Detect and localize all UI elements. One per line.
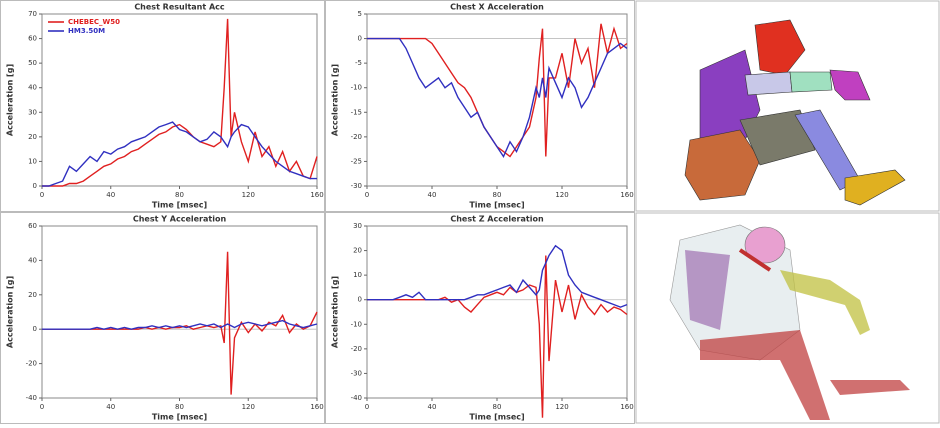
y-tick-label: 0 bbox=[33, 182, 37, 190]
series-line bbox=[42, 319, 318, 330]
y-tick-label: 0 bbox=[358, 35, 362, 43]
x-tick-label: 80 bbox=[493, 191, 502, 199]
x-tick-label: 120 bbox=[242, 191, 255, 199]
y-tick-label: 60 bbox=[28, 35, 37, 43]
x-axis-label: Time [msec] bbox=[152, 413, 207, 422]
x-tick-label: 0 bbox=[40, 403, 44, 411]
x-tick-label: 160 bbox=[310, 191, 323, 199]
y-tick-label: 10 bbox=[28, 157, 37, 165]
x-tick-label: 160 bbox=[620, 191, 633, 199]
plot-area bbox=[41, 13, 318, 187]
chart-panel: Chest Y Acceleration -40 -20 0 20 40 60 0 40 80 12… bbox=[0, 212, 325, 424]
x-tick-label: 160 bbox=[310, 403, 323, 411]
y-axis-label: Acceleration [g] bbox=[6, 64, 15, 136]
x-tick-label: 0 bbox=[365, 403, 369, 411]
y-tick-label: -20 bbox=[26, 360, 37, 368]
y-axis-label: Acceleration [g] bbox=[6, 276, 15, 348]
series-line bbox=[367, 244, 628, 308]
x-tick-label: 40 bbox=[428, 403, 437, 411]
y-axis-label: Acceleration [g] bbox=[331, 64, 340, 136]
x-tick-label: 80 bbox=[493, 403, 502, 411]
y-tick-label: 10 bbox=[353, 271, 362, 279]
series-line bbox=[367, 37, 628, 158]
x-tick-label: 0 bbox=[365, 191, 369, 199]
chart-panel: Chest Resultant Acc 0 10 20 30 40 50 60 70 0 40 80 1… bbox=[0, 0, 325, 212]
x-tick-label: 40 bbox=[428, 191, 437, 199]
chart-title: Chest X Acceleration bbox=[450, 3, 544, 12]
y-tick-label: 0 bbox=[358, 296, 362, 304]
chart-title: Chest Resultant Acc bbox=[134, 3, 225, 12]
series-line bbox=[367, 23, 628, 158]
legend-label: CHEBEC_W50 bbox=[68, 18, 120, 26]
series-line bbox=[42, 121, 317, 187]
y-tick-label: -20 bbox=[351, 345, 362, 353]
series-line bbox=[42, 18, 318, 187]
chart-title: Chest Z Acceleration bbox=[450, 215, 544, 224]
y-tick-label: 0 bbox=[33, 325, 37, 333]
x-tick-label: 120 bbox=[242, 403, 255, 411]
x-tick-label: 80 bbox=[175, 403, 184, 411]
y-tick-label: 30 bbox=[353, 222, 362, 230]
plot-area bbox=[41, 225, 318, 399]
x-axis-label: Time [msec] bbox=[469, 413, 524, 422]
x-tick-label: 40 bbox=[106, 191, 115, 199]
x-tick-label: 0 bbox=[40, 191, 44, 199]
x-tick-label: 120 bbox=[555, 403, 568, 411]
plot-area bbox=[366, 13, 628, 187]
x-axis-label: Time [msec] bbox=[469, 201, 524, 210]
y-tick-label: -30 bbox=[351, 182, 362, 190]
plot-area bbox=[366, 225, 628, 399]
y-tick-label: -10 bbox=[351, 320, 362, 328]
y-tick-label: -5 bbox=[355, 59, 362, 67]
x-tick-label: 80 bbox=[175, 191, 184, 199]
series-line bbox=[367, 255, 628, 418]
y-tick-label: 5 bbox=[358, 10, 362, 18]
chart-panel: Chest X Acceleration -30 -25 -20 -15 -10 -5 0 5 0… bbox=[325, 0, 635, 212]
x-tick-label: 120 bbox=[555, 191, 568, 199]
y-tick-label: 20 bbox=[28, 133, 37, 141]
y-tick-label: 70 bbox=[28, 10, 37, 18]
dummy-bottom-image bbox=[635, 212, 940, 424]
chart-panel: Chest Z Acceleration -40 -30 -20 -10 0 10 20 30 0… bbox=[325, 212, 635, 424]
chart-title: Chest Y Acceleration bbox=[133, 215, 227, 224]
y-tick-label: 20 bbox=[28, 291, 37, 299]
y-tick-label: 60 bbox=[28, 222, 37, 230]
y-tick-label: -15 bbox=[351, 108, 362, 116]
y-tick-label: 40 bbox=[28, 256, 37, 264]
x-tick-label: 40 bbox=[106, 403, 115, 411]
y-tick-label: 20 bbox=[353, 247, 362, 255]
x-axis-label: Time [msec] bbox=[152, 201, 207, 210]
y-axis-label: Acceleration [g] bbox=[331, 276, 340, 348]
x-tick-label: 160 bbox=[620, 403, 633, 411]
y-tick-label: -40 bbox=[26, 394, 37, 402]
y-tick-label: -10 bbox=[351, 84, 362, 92]
y-tick-label: 40 bbox=[28, 84, 37, 92]
legend-label: HM3.50M bbox=[68, 27, 105, 35]
y-tick-label: -25 bbox=[351, 157, 362, 165]
y-tick-label: -20 bbox=[351, 133, 362, 141]
y-tick-label: 50 bbox=[28, 59, 37, 67]
y-tick-label: -30 bbox=[351, 369, 362, 377]
dummy-top-image bbox=[635, 0, 940, 212]
y-tick-label: -40 bbox=[351, 394, 362, 402]
y-tick-label: 30 bbox=[28, 108, 37, 116]
